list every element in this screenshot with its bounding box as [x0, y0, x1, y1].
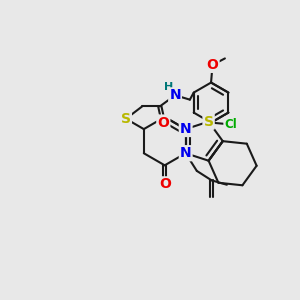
Text: O: O: [158, 116, 169, 130]
Text: N: N: [180, 146, 191, 160]
Text: O: O: [158, 116, 169, 130]
Text: N: N: [169, 88, 181, 102]
Text: O: O: [159, 177, 171, 191]
Text: O: O: [207, 58, 218, 72]
Text: O: O: [207, 58, 218, 72]
Text: S: S: [204, 115, 214, 129]
Text: N: N: [169, 88, 181, 102]
Text: Cl: Cl: [224, 118, 237, 130]
Text: S: S: [121, 112, 131, 126]
Text: H: H: [164, 82, 173, 92]
Text: N: N: [180, 122, 191, 136]
Text: H: H: [164, 82, 173, 92]
Text: S: S: [204, 115, 214, 129]
Text: Cl: Cl: [224, 118, 237, 130]
Text: S: S: [121, 112, 131, 126]
Text: N: N: [180, 146, 191, 160]
Text: O: O: [159, 177, 171, 191]
Text: N: N: [180, 122, 191, 136]
